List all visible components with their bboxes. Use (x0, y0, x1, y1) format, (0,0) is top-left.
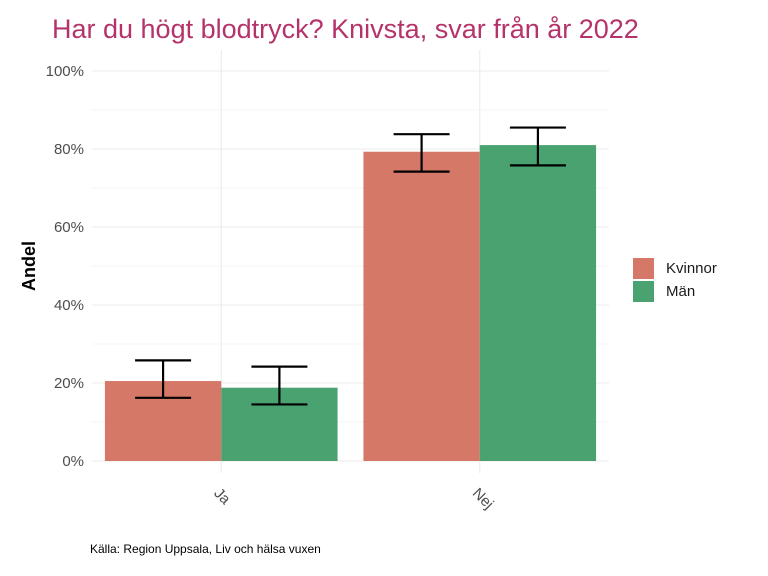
y-tick-label: 40% (54, 297, 84, 314)
caption: Källa: Region Uppsala, Liv och hälsa vux… (90, 542, 321, 556)
bars (104, 145, 597, 462)
y-axis-label: Andel (19, 241, 39, 291)
error-bars (135, 126, 566, 406)
y-tick-label: 100% (46, 63, 84, 80)
legend-label: Män (666, 283, 695, 300)
legend-label: Kvinnor (666, 260, 717, 277)
legend-swatch-kvinnor (633, 258, 654, 279)
x-tick-label: Ja (210, 485, 234, 509)
bar-män (479, 145, 597, 461)
legend-swatch-män (633, 281, 654, 302)
chart-title: Har du högt blodtryck? Knivsta, svar frå… (52, 14, 639, 44)
y-tick-label: 20% (54, 375, 84, 392)
y-tick-label: 80% (54, 141, 84, 158)
x-tick-label: Nej (469, 485, 497, 513)
bar-kvinnor (363, 151, 480, 462)
y-tick-label: 60% (54, 219, 84, 236)
x-axis-ticks: Ja Nej (210, 485, 496, 513)
legend: Kvinnor Män (633, 258, 717, 302)
y-axis-ticks: 0% 20% 40% 60% 80% 100% (46, 63, 84, 470)
y-tick-label: 0% (62, 453, 84, 470)
